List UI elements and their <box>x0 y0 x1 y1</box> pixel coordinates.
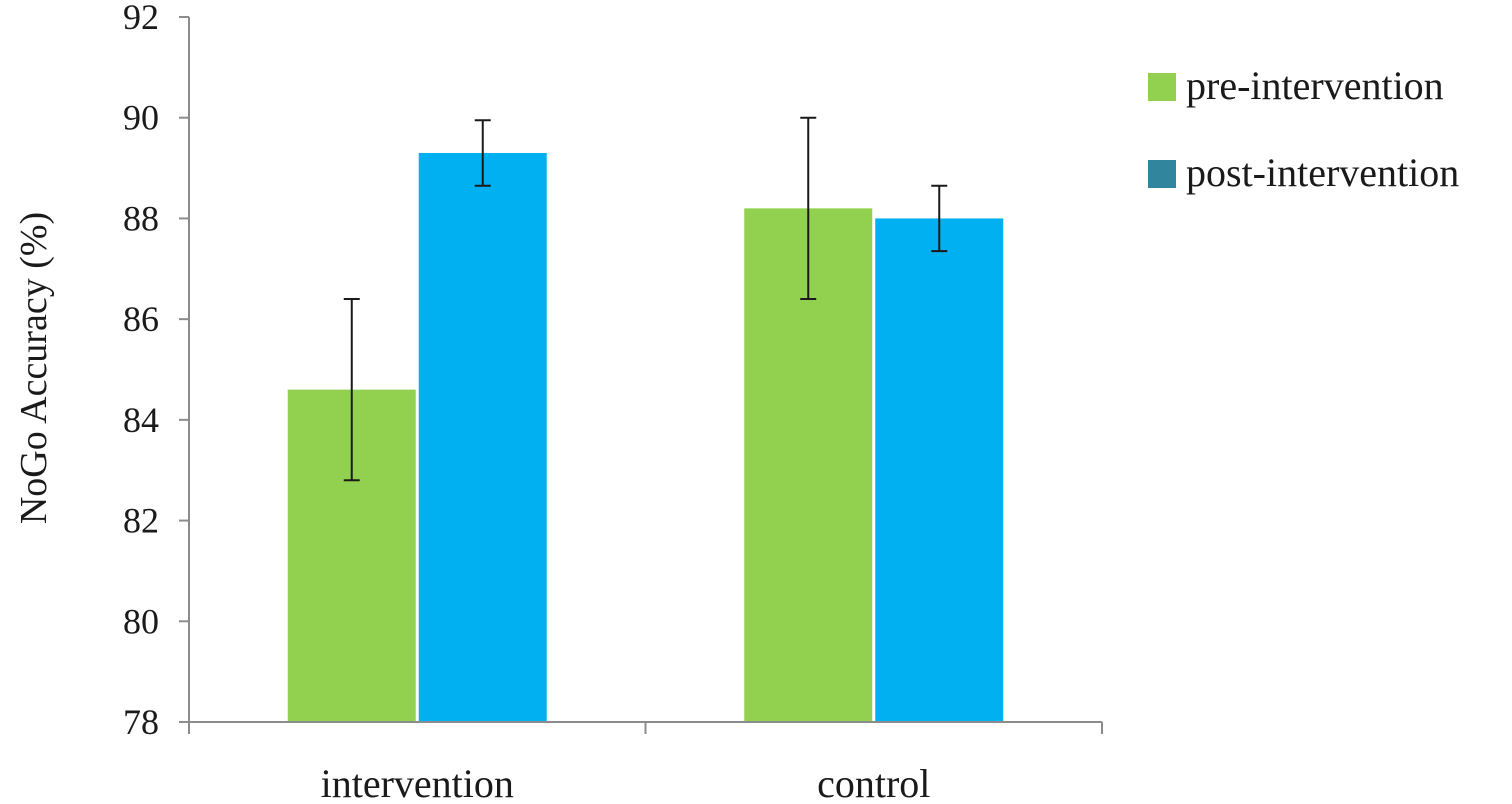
legend-label: pre-intervention <box>1186 63 1444 108</box>
bar-post-intervention-control <box>875 218 1004 722</box>
y-tick-label: 90 <box>123 98 159 138</box>
y-tick-label: 86 <box>123 299 159 339</box>
legend-label: post-intervention <box>1186 150 1459 195</box>
bars-layer <box>287 152 1004 722</box>
x-tick-label: control <box>817 761 930 804</box>
legend: pre-intervention post-intervention <box>1148 63 1459 195</box>
bar-post-intervention-intervention <box>418 152 547 722</box>
y-tick-label: 84 <box>123 400 159 440</box>
axes-layer: 78 80 82 84 86 88 90 92 intervention control <box>123 0 1103 804</box>
y-axis-label: NoGo Accuracy (%) <box>13 212 55 524</box>
y-tick-label: 78 <box>123 702 159 742</box>
y-tick-label: 82 <box>123 501 159 541</box>
y-tick-label: 80 <box>123 601 159 641</box>
legend-swatch <box>1148 73 1176 101</box>
legend-swatch <box>1148 160 1176 188</box>
y-tick-label: 92 <box>123 0 159 37</box>
x-tick-label: intervention <box>321 761 514 804</box>
error-bars-layer <box>343 116 948 482</box>
y-tick-label: 88 <box>123 198 159 238</box>
